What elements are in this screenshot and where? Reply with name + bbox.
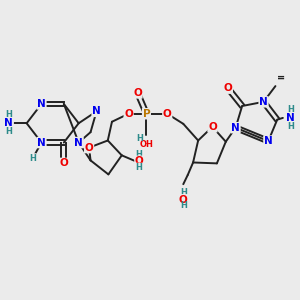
Text: O: O (208, 122, 217, 132)
Text: H: H (135, 163, 142, 172)
Text: P: P (142, 109, 150, 119)
Text: O: O (224, 83, 232, 93)
Text: N: N (259, 97, 268, 107)
Text: H: H (180, 188, 187, 197)
Text: O: O (179, 195, 188, 205)
Text: H: H (287, 122, 294, 131)
Text: H: H (135, 150, 142, 159)
Text: H: H (5, 110, 12, 119)
Text: N: N (37, 99, 46, 109)
Text: O: O (133, 88, 142, 98)
Text: O: O (163, 109, 172, 119)
Text: H: H (287, 105, 294, 114)
Text: O: O (85, 142, 93, 153)
Text: O: O (59, 158, 68, 168)
Text: H: H (136, 134, 143, 143)
Text: H: H (180, 201, 187, 210)
Text: N: N (264, 136, 273, 146)
Text: O: O (135, 156, 144, 166)
Text: =: = (277, 73, 285, 83)
Text: N: N (37, 138, 46, 148)
Text: O: O (124, 109, 133, 119)
Text: N: N (4, 118, 13, 128)
Text: OH: OH (140, 140, 153, 149)
Text: H: H (5, 127, 12, 136)
Text: N: N (286, 113, 295, 123)
Text: H: H (29, 154, 36, 163)
Text: N: N (231, 123, 240, 133)
Text: N: N (74, 138, 83, 148)
Text: N: N (92, 106, 101, 116)
